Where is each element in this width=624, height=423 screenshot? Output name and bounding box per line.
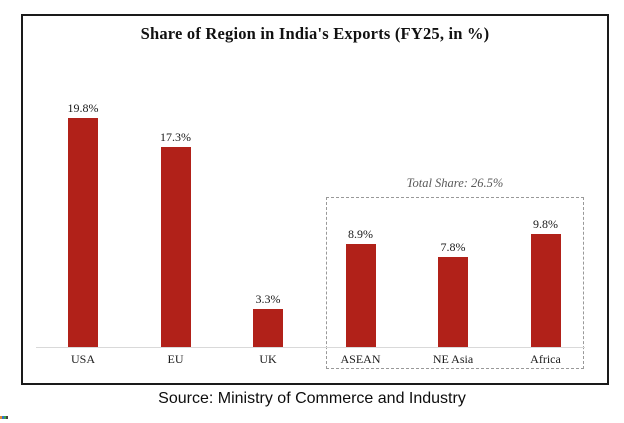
value-label-ne-asia: 7.8%: [440, 240, 466, 254]
category-label-asean: ASEAN: [340, 352, 381, 366]
chart-border-frame: [21, 14, 609, 385]
bar-asean: [345, 244, 376, 347]
source-caption: Source: Ministry of Commerce and Industr…: [158, 390, 466, 407]
value-label-usa: 19.8%: [67, 101, 99, 115]
category-label-eu: EU: [167, 352, 184, 366]
category-label-ne-asia: NE Asia: [432, 352, 474, 366]
value-label-uk: 3.3%: [255, 292, 281, 306]
category-label-usa: USA: [70, 352, 95, 366]
value-label-asean: 8.9%: [348, 227, 373, 241]
category-label-uk: UK: [259, 352, 277, 366]
bar-uk: [253, 309, 283, 347]
category-label-africa: Africa: [530, 352, 561, 366]
grouped-regions-dashed-box: [326, 197, 584, 369]
bar-eu: [160, 147, 191, 347]
value-label-eu: 17.3%: [160, 130, 191, 144]
chart-title: Share of Region in India's Exports (FY25…: [140, 24, 490, 43]
screenshot-corner-artifact: [0, 416, 8, 419]
bar-africa: [530, 234, 561, 347]
value-label-africa: 9.8%: [533, 217, 558, 231]
total-share-annotation: Total Share: 26.5%: [406, 176, 504, 190]
bar-usa: [68, 118, 98, 347]
x-axis-line: [36, 347, 585, 348]
bar-ne-asia: [438, 257, 468, 347]
